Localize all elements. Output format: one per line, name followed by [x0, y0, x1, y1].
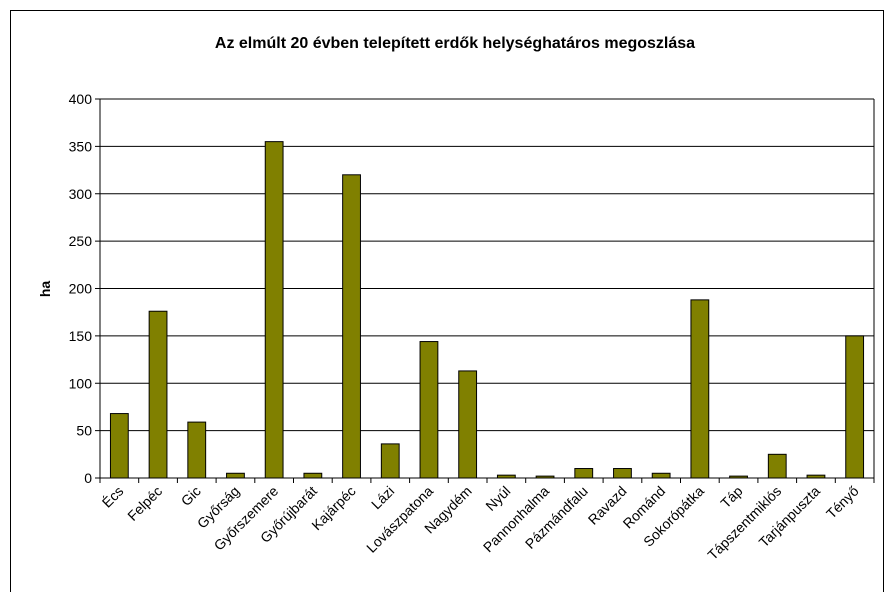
bar-19	[845, 335, 865, 479]
bar-4	[264, 141, 284, 479]
x-tick-label: Nyúl	[482, 483, 513, 514]
x-tick-label: Écs	[99, 483, 127, 511]
axes	[95, 98, 875, 483]
y-tick-label: 0	[84, 470, 92, 486]
y-tick-label: 50	[76, 423, 92, 439]
chart-title: Az elmúlt 20 évben telepített erdők hely…	[215, 35, 695, 52]
bar-7	[380, 443, 400, 479]
bar-14	[651, 472, 671, 479]
bar-2	[187, 421, 207, 479]
bar-17	[767, 453, 787, 479]
bar-1	[148, 310, 168, 479]
y-tick-label: 300	[69, 186, 93, 202]
bar-15	[690, 299, 710, 479]
y-tick-label: 200	[69, 281, 93, 297]
x-tick-label: Gic	[178, 483, 204, 509]
bars	[109, 141, 865, 479]
chart-frame	[10, 10, 884, 592]
bar-3	[226, 472, 245, 479]
y-axis-label: ha	[37, 281, 53, 298]
y-tick-label: 150	[69, 328, 93, 344]
x-tick-label: Lázi	[368, 483, 397, 512]
y-tick-label: 100	[69, 375, 93, 391]
y-tick-labels: 0 50 100 150 200 250 300 350 400	[69, 91, 93, 486]
bar-0	[109, 413, 129, 479]
bar-13	[613, 468, 632, 479]
y-tick-label: 350	[69, 138, 93, 154]
bar-9	[458, 370, 478, 479]
bar-5	[303, 472, 323, 479]
y-tick-label: 400	[69, 91, 93, 107]
bar-12	[574, 468, 594, 479]
bar-8	[419, 341, 439, 479]
y-tick-label: 250	[69, 233, 93, 249]
x-tick-label: Tényő	[823, 483, 862, 522]
gridlines	[100, 98, 874, 479]
x-tick-label: Táp	[717, 483, 746, 512]
bar-6	[342, 174, 361, 479]
x-tick-label: Felpéc	[124, 483, 165, 524]
